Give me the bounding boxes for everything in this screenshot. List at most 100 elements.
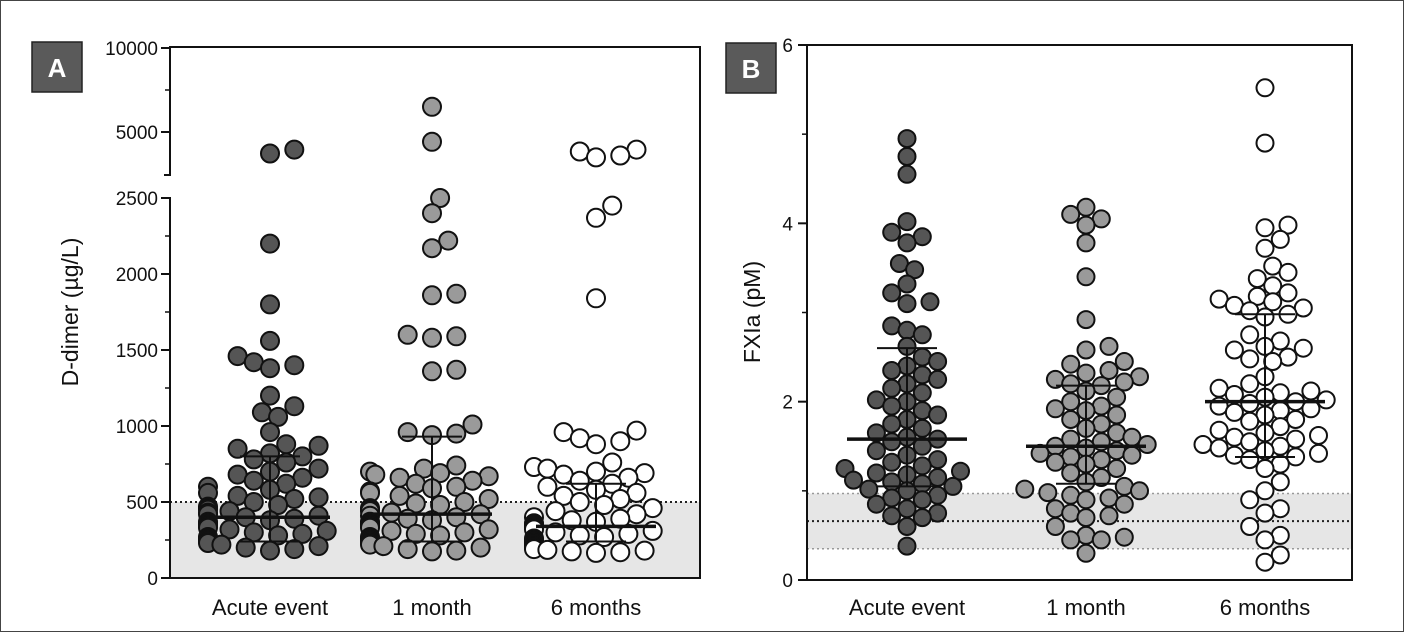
panel-b-data-point bbox=[1061, 463, 1081, 483]
panel-a-data-point bbox=[260, 385, 280, 406]
panel-b-data-point bbox=[928, 352, 948, 371]
panel-b-data-point bbox=[897, 274, 917, 294]
panel-b-data-point bbox=[1061, 204, 1081, 224]
panel-b-data-point bbox=[1045, 452, 1065, 472]
panel-a-data-point bbox=[446, 326, 467, 347]
panel-a-data-point bbox=[397, 422, 418, 443]
panel-a-data-point bbox=[397, 324, 418, 345]
panel-a-data-point bbox=[422, 327, 442, 348]
panel-b-data-point bbox=[1309, 426, 1328, 445]
panel-a-data-point bbox=[389, 485, 410, 506]
panel-a-data-point bbox=[610, 542, 631, 563]
panel-a-data-point bbox=[260, 540, 280, 561]
panel-a-data-point bbox=[243, 470, 264, 491]
panel-a-data-point bbox=[260, 358, 280, 379]
panel-b-data-point bbox=[1122, 445, 1142, 465]
panel-a-data-point bbox=[422, 131, 442, 152]
panel-b-data-point bbox=[1114, 352, 1134, 371]
panel-a-data-point bbox=[626, 420, 647, 441]
panel-b-data-point bbox=[1240, 374, 1260, 394]
panel-b-data-point bbox=[1224, 340, 1244, 360]
panel-a-data-point bbox=[586, 461, 606, 482]
panel-b-data-point bbox=[897, 536, 917, 556]
panel-a-data-point bbox=[260, 330, 280, 351]
panel-b-data-point bbox=[1114, 527, 1134, 547]
panel-a-data-point bbox=[454, 522, 475, 543]
panel-b-data-point bbox=[1240, 349, 1260, 369]
panel-b-data-point bbox=[1045, 517, 1065, 536]
panel-a-data-point bbox=[292, 523, 313, 544]
panel-b-data-point bbox=[1255, 552, 1275, 572]
panel-a-data-point bbox=[545, 501, 566, 522]
panel-b-data-point bbox=[1061, 354, 1081, 374]
panel-b-data-point bbox=[1091, 530, 1111, 550]
panel-a-data-point bbox=[446, 540, 467, 561]
panel-a-data-point bbox=[422, 238, 442, 259]
panel-b-data-point bbox=[1301, 381, 1321, 401]
panel-b-data-point bbox=[1270, 229, 1290, 249]
panel-a-data-point bbox=[284, 396, 305, 417]
panel-b-data-point bbox=[882, 414, 902, 434]
panel-a-data-point bbox=[446, 359, 467, 380]
panel-a-data-point bbox=[211, 534, 232, 555]
panel-b-data-point bbox=[1076, 215, 1096, 235]
panel-a-y-tick-label: 5000 bbox=[116, 123, 158, 144]
panel-b-data-point bbox=[1224, 402, 1244, 422]
panel-a-y-axis-label: D-dimer (µg/L) bbox=[57, 238, 83, 387]
panel-b-data-point bbox=[1255, 218, 1275, 238]
panel-a-data-point bbox=[276, 452, 297, 473]
panel-b-data-point bbox=[912, 508, 932, 528]
panel-b-data-point bbox=[844, 470, 863, 490]
panel-b-data-point bbox=[1038, 483, 1058, 503]
panel-a-data-point bbox=[268, 406, 289, 427]
panel-a-data-point bbox=[430, 188, 451, 208]
panel-b-data-point bbox=[1240, 517, 1260, 536]
panel-b-data-point bbox=[882, 361, 902, 380]
panel-a-data-point bbox=[284, 139, 305, 160]
panel-a-data-point bbox=[260, 143, 280, 164]
panel-b-data-point bbox=[1114, 372, 1134, 392]
panel-a-data-point bbox=[569, 470, 590, 491]
panel-b-data-point bbox=[912, 325, 932, 345]
panel-a-data-point bbox=[610, 431, 631, 452]
panel-a-data-point bbox=[227, 438, 248, 459]
panel-b-y-tick-label: 4 bbox=[782, 214, 793, 235]
panel-b-data-point bbox=[1278, 283, 1298, 303]
panel-b-data-point bbox=[1316, 390, 1336, 410]
panel-a-data-point bbox=[219, 519, 240, 540]
panel-a-data-point bbox=[381, 520, 402, 541]
panel-a-data-point bbox=[537, 476, 558, 497]
panel-a-data-point bbox=[308, 435, 329, 456]
panel-b-data-point bbox=[1240, 325, 1260, 345]
panel-a-data-point bbox=[308, 487, 329, 508]
panel-a-y-tick-label: 10000 bbox=[105, 39, 158, 60]
panel-a-data-point bbox=[260, 422, 280, 443]
panel-a-category-label: Acute event bbox=[212, 595, 328, 620]
panel-b-data-point bbox=[866, 494, 886, 514]
panel-a-y-tick-label: 0 bbox=[147, 569, 158, 590]
panel-a-data-point bbox=[243, 449, 264, 470]
panel-a-data-point bbox=[586, 207, 606, 228]
panel-a-data-point bbox=[260, 233, 280, 254]
panel-b-data-point bbox=[920, 292, 940, 312]
panel-a-data-point bbox=[561, 541, 582, 562]
panel-b-data-point bbox=[1255, 133, 1275, 153]
panel-b-data-point bbox=[1076, 363, 1096, 383]
panel-a-panel-badge bbox=[31, 41, 83, 93]
panel-b-data-point bbox=[912, 456, 932, 476]
panel-b-data-point bbox=[1114, 494, 1134, 514]
panel-a-axis-break-gap bbox=[167, 176, 173, 197]
panel-a-data-point bbox=[537, 539, 558, 560]
panel-b-data-point bbox=[1278, 262, 1298, 282]
panel-a-data-point bbox=[284, 539, 305, 560]
panel-b-data-point bbox=[1278, 215, 1298, 235]
panel-a-y-tick-label: 2000 bbox=[116, 265, 158, 286]
panel-b-data-point bbox=[1255, 78, 1275, 98]
panel-b-data-point bbox=[1099, 506, 1119, 526]
panel-a-data-point bbox=[586, 434, 606, 455]
panel-b-panel-letter: B bbox=[742, 54, 761, 84]
panel-a-data-point bbox=[446, 476, 467, 497]
panel-a-data-point bbox=[422, 541, 442, 562]
panel-a-data-point bbox=[405, 523, 426, 544]
panel-b-data-point bbox=[897, 517, 917, 536]
